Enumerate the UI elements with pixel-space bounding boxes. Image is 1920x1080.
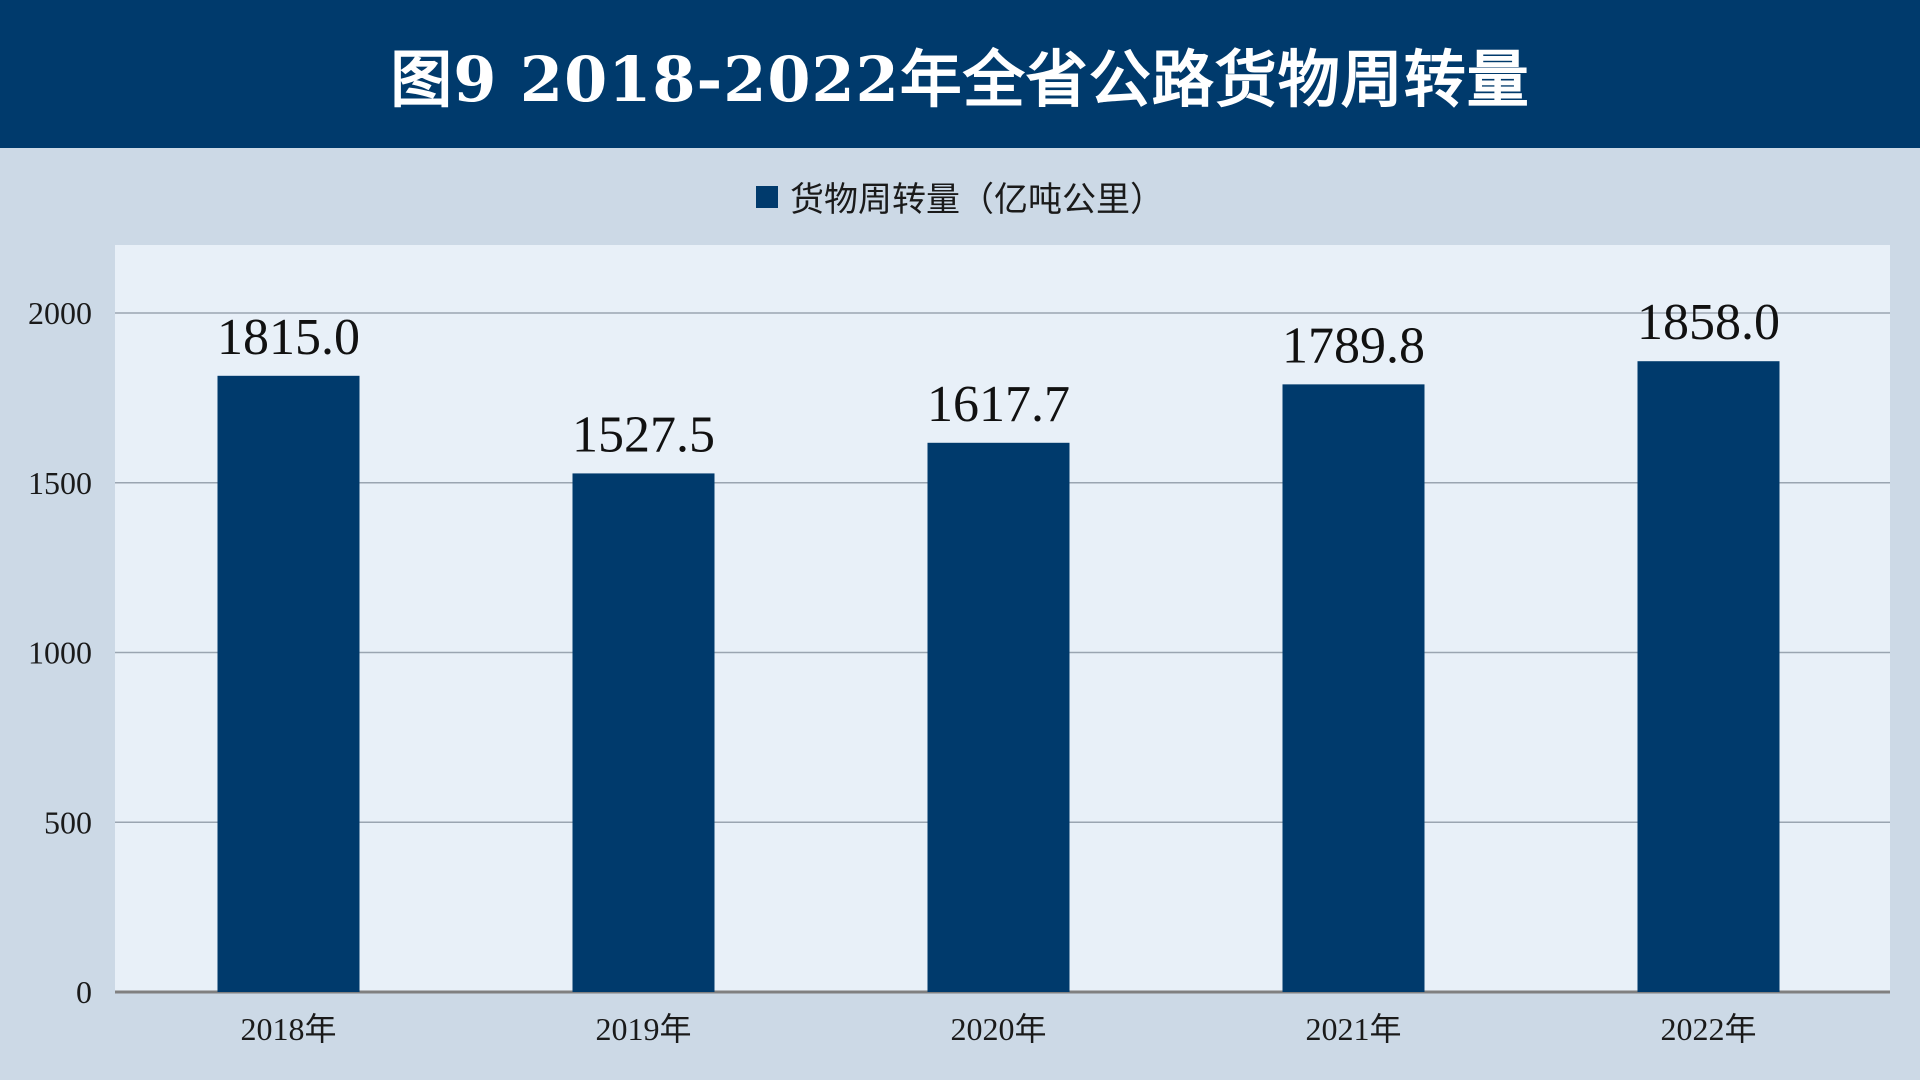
x-tick-label: 2020年 <box>950 1011 1046 1047</box>
data-label: 1617.7 <box>927 376 1070 433</box>
bar <box>1637 361 1780 993</box>
x-tick-label: 2019年 <box>595 1011 691 1047</box>
bar <box>1282 384 1425 992</box>
legend-label: 货物周转量（亿吨公里） <box>790 180 1164 220</box>
data-label: 1858.0 <box>1637 294 1780 351</box>
bar <box>927 442 1070 992</box>
data-label: 1527.5 <box>572 406 715 463</box>
y-tick-label: 1500 <box>28 465 92 501</box>
legend-swatch <box>756 185 778 208</box>
bar <box>572 473 715 992</box>
y-tick-label: 2000 <box>28 295 92 331</box>
y-tick-label: 1000 <box>28 635 92 671</box>
x-tick-label: 2022年 <box>1660 1011 1756 1047</box>
y-tick-label: 500 <box>44 804 92 840</box>
data-label: 1815.0 <box>217 309 360 366</box>
data-label: 1789.8 <box>1282 317 1425 374</box>
legend: 货物周转量（亿吨公里） <box>0 172 1920 221</box>
x-tick-label: 2018年 <box>240 1011 336 1047</box>
x-tick-label: 2021年 <box>1305 1011 1401 1047</box>
chart-title: 图9 2018-2022年全省公路货物周转量 <box>390 43 1530 116</box>
y-tick-label: 0 <box>76 974 92 1010</box>
title-bar: 图9 2018-2022年全省公路货物周转量 <box>0 0 1920 148</box>
bar <box>217 375 360 992</box>
